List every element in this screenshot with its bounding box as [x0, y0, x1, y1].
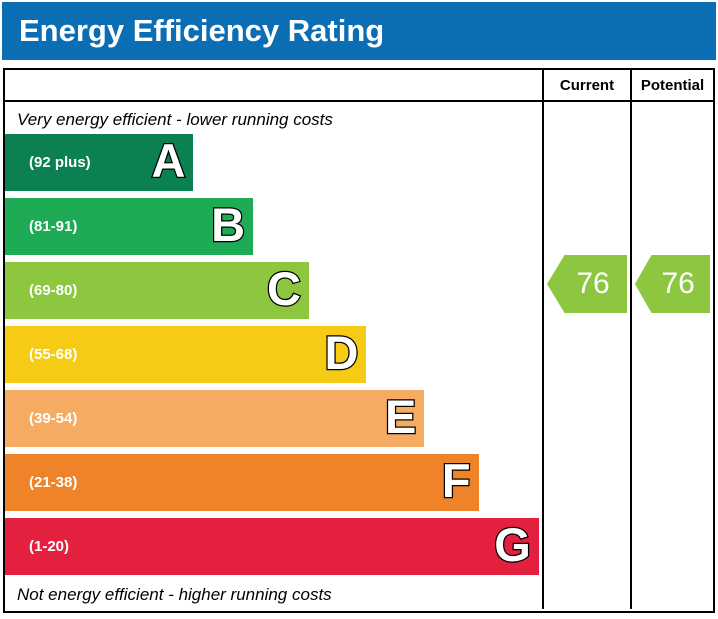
band-range-label: (81-91) [29, 217, 78, 235]
rating-table: Current Potential Very energy efficient … [3, 68, 715, 613]
band-letter: F [441, 454, 472, 508]
band-row-F: (21-38) F [5, 453, 542, 511]
band-bar-G: (1-20) G [5, 517, 539, 575]
band-range-label: (21-38) [29, 473, 78, 491]
band-range-label: (92 plus) [29, 153, 91, 171]
band-letter: D [323, 326, 359, 380]
band-bar-A: (92 plus) A [5, 133, 194, 191]
band-row-E: (39-54) E [5, 389, 542, 447]
band-row-C: (69-80) C [5, 261, 542, 319]
band-range-label: (39-54) [29, 409, 78, 427]
bottom-note: Not energy efficient - higher running co… [17, 585, 332, 605]
band-letter: B [210, 198, 246, 252]
table-header-row: Current Potential [5, 70, 713, 102]
band-letter: C [266, 262, 302, 316]
top-note: Very energy efficient - lower running co… [17, 109, 333, 129]
potential-rating-arrow: 76 [635, 255, 710, 313]
band-range-label: (55-68) [29, 345, 78, 363]
potential-rating-value: 76 [661, 267, 695, 300]
current-column: 76 [542, 102, 630, 609]
current-column-header: Current [542, 70, 630, 100]
potential-column: 76 [630, 102, 713, 609]
header-spacer-cell [5, 70, 542, 100]
rating-bands: (92 plus) A (81-91) B (69-80) C (55-68) D (39-54… [5, 133, 542, 582]
current-rating-value: 76 [576, 267, 610, 300]
band-range-label: (1-20) [29, 537, 70, 555]
band-bar-D: (55-68) D [5, 325, 367, 383]
band-bar-C: (69-80) C [5, 261, 309, 319]
potential-column-header: Potential [630, 70, 713, 100]
title-bar: Energy Efficiency Rating [2, 2, 716, 60]
band-row-G: (1-20) G [5, 517, 542, 575]
band-range-label: (69-80) [29, 281, 78, 299]
band-row-B: (81-91) B [5, 197, 542, 255]
band-letter: G [493, 518, 532, 572]
current-rating-arrow: 76 [547, 255, 627, 313]
band-letter: A [150, 134, 186, 188]
page-title: Energy Efficiency Rating [19, 13, 385, 48]
band-bar-E: (39-54) E [5, 389, 425, 447]
bands-area: Very energy efficient - lower running co… [5, 102, 542, 609]
band-bar-B: (81-91) B [5, 197, 254, 255]
band-letter: E [384, 390, 418, 444]
band-row-A: (92 plus) A [5, 133, 542, 191]
band-bar-F: (21-38) F [5, 453, 479, 511]
band-row-D: (55-68) D [5, 325, 542, 383]
table-body: Very energy efficient - lower running co… [5, 102, 713, 609]
